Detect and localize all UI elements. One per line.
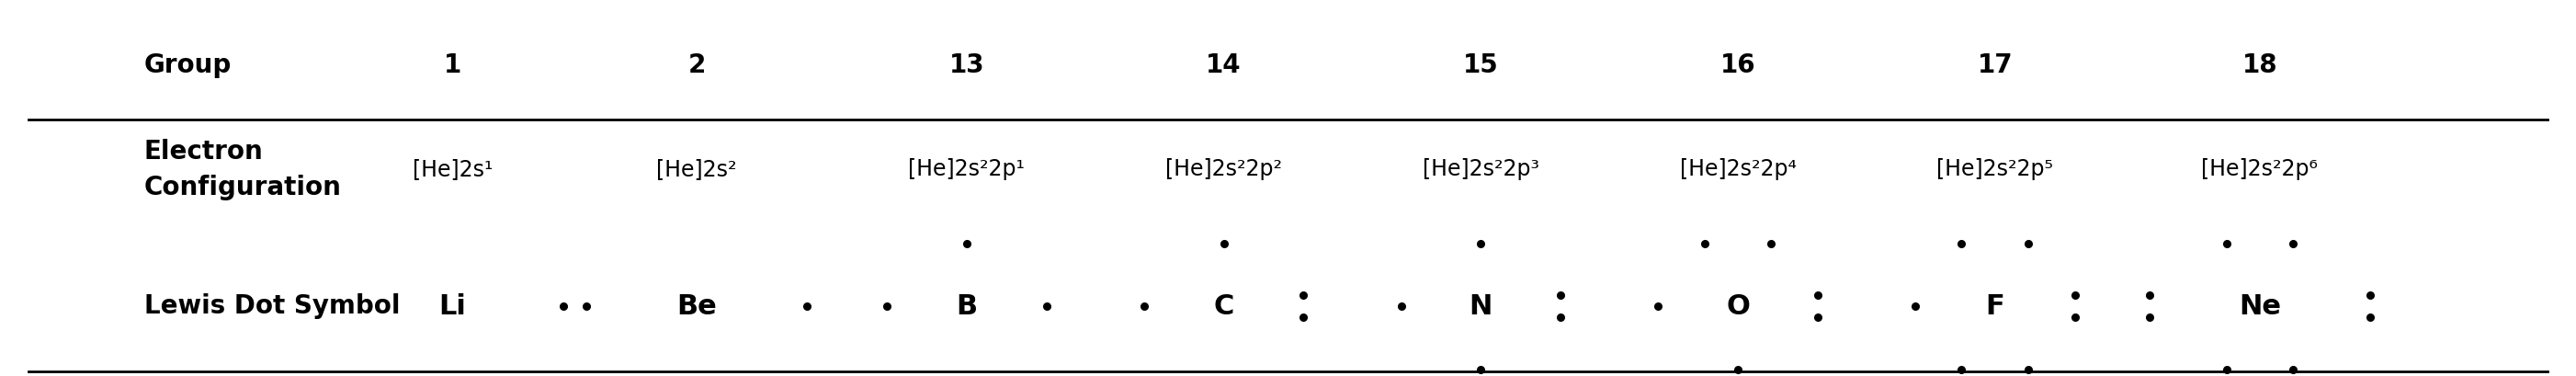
Text: Group: Group: [144, 53, 232, 78]
Text: 14: 14: [1206, 53, 1242, 78]
Text: [He]2s²2p⁵: [He]2s²2p⁵: [1937, 158, 2053, 180]
Text: 16: 16: [1721, 53, 1757, 78]
Text: [He]2s²2p⁴: [He]2s²2p⁴: [1680, 158, 1795, 180]
Text: N: N: [1468, 293, 1492, 320]
Text: [He]2s²2p²: [He]2s²2p²: [1164, 158, 1283, 180]
Text: 17: 17: [1978, 53, 2012, 78]
Text: [He]2s¹: [He]2s¹: [412, 158, 492, 180]
Text: [He]2s²: [He]2s²: [657, 158, 737, 180]
Text: Be: Be: [677, 293, 716, 320]
Text: [He]2s²2p⁶: [He]2s²2p⁶: [2202, 158, 2318, 180]
Text: Electron
Configuration: Electron Configuration: [144, 138, 343, 200]
Text: 2: 2: [688, 53, 706, 78]
Text: 1: 1: [443, 53, 461, 78]
Text: 18: 18: [2241, 53, 2277, 78]
Text: Lewis Dot Symbol: Lewis Dot Symbol: [144, 293, 399, 319]
Text: B: B: [956, 293, 976, 320]
Text: [He]2s²2p³: [He]2s²2p³: [1422, 158, 1540, 180]
Text: 15: 15: [1463, 53, 1499, 78]
Text: [He]2s²2p¹: [He]2s²2p¹: [909, 158, 1025, 180]
Text: F: F: [1986, 293, 2004, 320]
Text: C: C: [1213, 293, 1234, 320]
Text: O: O: [1726, 293, 1749, 320]
Text: Li: Li: [438, 293, 466, 320]
Text: 13: 13: [948, 53, 984, 78]
Text: Ne: Ne: [2239, 293, 2280, 320]
